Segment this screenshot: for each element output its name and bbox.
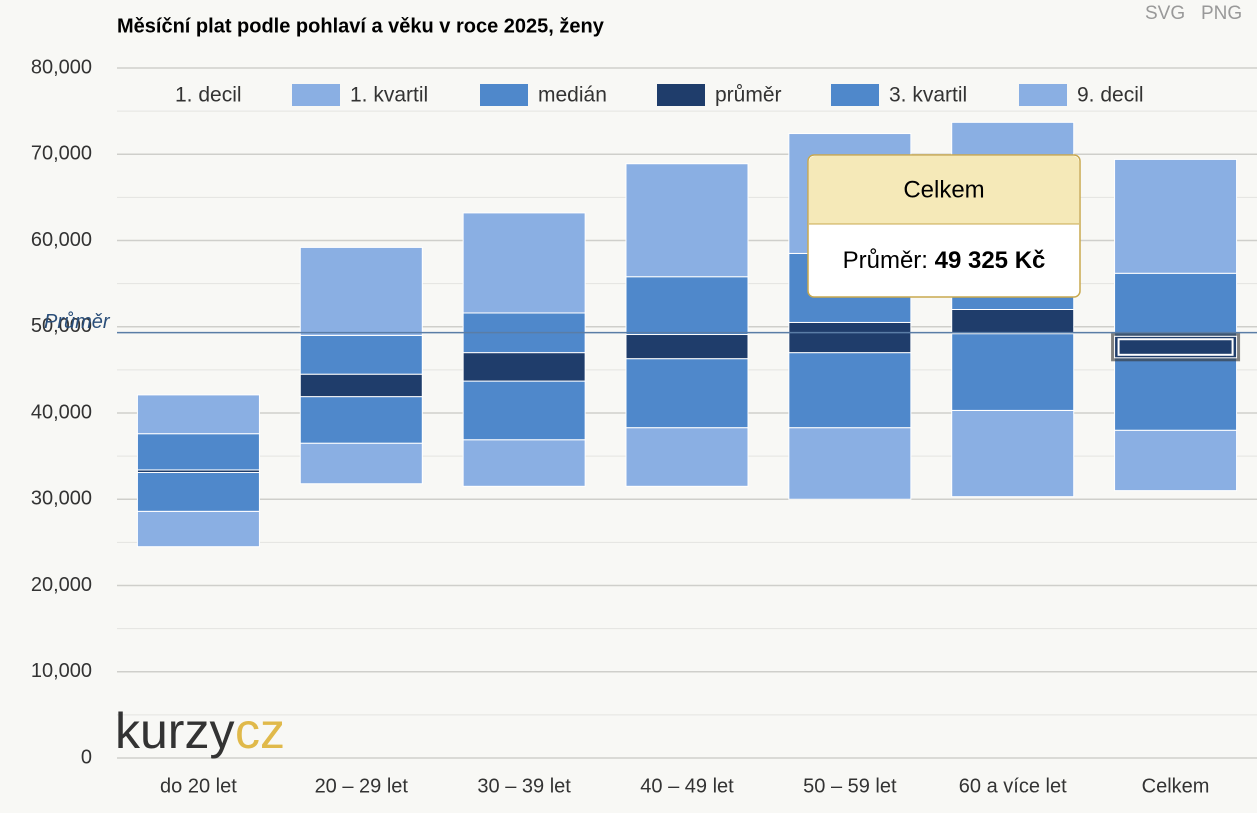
y-tick-label: 70,000 [31,143,92,165]
x-tick-label: do 20 let [160,775,237,797]
logo-text-accent: cz [235,703,285,759]
bar-segment [952,497,1074,758]
y-tick-label: 60,000 [31,229,92,251]
bar-segment [625,334,749,360]
bar-segment [136,433,260,471]
bar-segment [462,439,586,487]
bar-segment [136,472,260,512]
bar-segment [300,484,422,758]
bar-segment [1114,272,1238,337]
export-svg[interactable]: SVG [1145,3,1185,24]
bar-segment [1114,429,1238,492]
bar-segment [462,212,586,314]
hover-outline [1117,338,1234,356]
bar-segment [462,380,586,441]
bar-segment [788,352,912,429]
bar-segment [625,276,749,336]
bar-segment [788,321,912,354]
bar-segment [626,486,748,758]
bar-segment [136,510,260,548]
y-tick-label: 0 [81,746,92,768]
tooltip-value: 49 325 Kč [935,247,1046,274]
y-tick-label: 50,000 [31,315,92,337]
bar-segment [951,409,1075,498]
y-tick-label: 80,000 [31,56,92,78]
legend-swatch [480,84,528,106]
legend-label[interactable]: 1. decil [175,84,242,107]
x-tick-label: 30 – 39 let [477,775,571,797]
legend-label[interactable]: průměr [715,84,782,107]
bar-segment [951,309,1075,335]
bar-segment [788,427,912,500]
export-png[interactable]: PNG [1201,3,1242,24]
bar-segment [463,486,585,758]
x-tick-label: 40 – 49 let [640,775,734,797]
legend-label[interactable]: medián [538,84,607,107]
y-tick-label: 10,000 [31,660,92,682]
bar-segment [789,499,911,758]
y-tick-label: 40,000 [31,401,92,423]
bar-segment [625,427,749,487]
y-tick-label: 20,000 [31,574,92,596]
bar-segment [299,373,423,398]
legend-label[interactable]: 9. decil [1077,84,1144,107]
tooltip-body: Průměr: 49 325 Kč [843,247,1046,274]
logo-text: kurzy [115,703,234,759]
bar-segment [1115,491,1237,758]
chart-title: Měsíční plat podle pohlaví a věku v roce… [117,15,605,37]
legend-swatch [1019,84,1067,106]
bar-segment [299,442,423,485]
legend-swatch [831,84,879,106]
x-tick-label: 50 – 59 let [803,775,897,797]
bar-segment [625,163,749,278]
bar-segment [1114,158,1238,274]
legend-swatch [292,84,340,106]
bar-segment [951,333,1075,411]
x-tick-label: Celkem [1142,775,1210,797]
tooltip-label: Průměr: [843,247,935,274]
bar-segment [136,394,260,435]
bar-segment [625,358,749,429]
tooltip-header: Celkem [903,176,984,203]
y-tick-label: 30,000 [31,488,92,510]
legend-label[interactable]: 3. kvartil [889,84,967,107]
hover-halo [1111,332,1241,362]
plot-line-label: Průměr [44,311,111,333]
legend-swatch [657,84,705,106]
x-tick-label: 60 a více let [959,775,1067,797]
x-tick-label: 20 – 29 let [315,775,409,797]
bar-segment [299,396,423,444]
bar-segment [299,246,423,336]
bar-segment [462,352,586,382]
bar-segment [1114,357,1238,431]
tooltip-header-bg [809,156,1079,224]
bar-segment [299,334,423,375]
legend-label[interactable]: 1. kvartil [350,84,428,107]
